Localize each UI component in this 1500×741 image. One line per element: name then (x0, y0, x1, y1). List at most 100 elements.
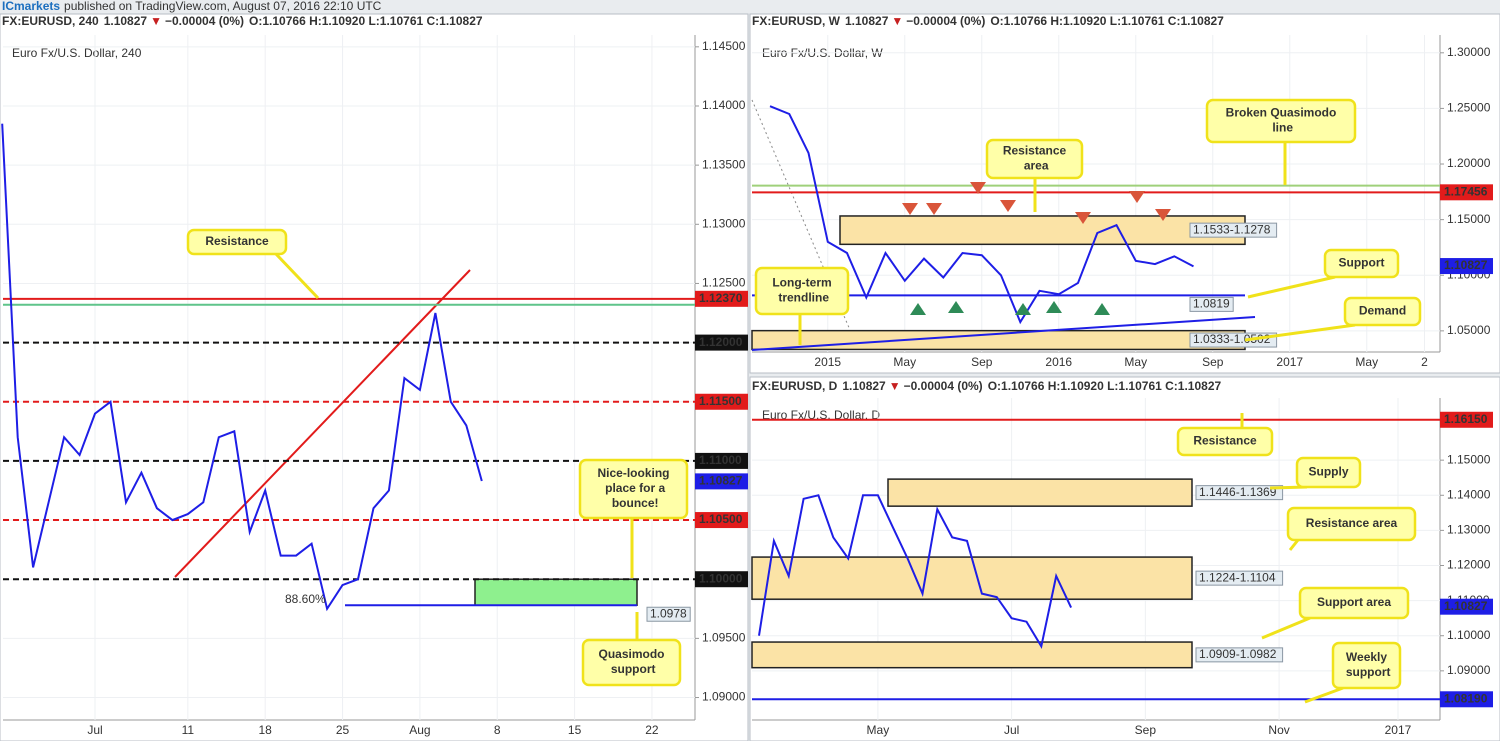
x-tick-label: 22 (645, 723, 659, 737)
callout-box (1343, 296, 1422, 327)
y-tick-label: 1.09000 (702, 690, 746, 704)
x-tick-label: 2017 (1276, 355, 1303, 369)
x-tick-label: Aug (409, 723, 430, 737)
callout-text: Supply (1308, 465, 1348, 479)
callout-pointer (1288, 539, 1300, 551)
price-line (769, 105, 1194, 325)
y-tick-label: 1.10000 (1447, 628, 1491, 642)
y-tick-label: 1.13500 (702, 157, 746, 171)
zone-label-box (1189, 332, 1278, 348)
axis-label: 1.16150 (1444, 412, 1488, 426)
axis-label-box (695, 393, 748, 410)
price-line (758, 494, 1073, 649)
x-tick-label: May (1124, 355, 1147, 369)
zone (474, 578, 638, 606)
zone (839, 215, 1246, 246)
callout-text: Support area (1317, 595, 1391, 609)
x-tick-label: 2016 (1045, 355, 1072, 369)
change: −0.00004 (0%) (904, 379, 983, 393)
zone-label: 1.0909-1.0982 (1199, 647, 1277, 661)
level-label: 1.0819 (1193, 297, 1230, 311)
y-tick-label: 1.12500 (702, 276, 746, 290)
callout-text: Resistance area (1003, 144, 1067, 173)
zone-label: 1.0333-1.0502 (1193, 332, 1271, 346)
x-tick-label: 25 (336, 723, 350, 737)
callout-box (186, 228, 288, 256)
marker-arrow (902, 203, 918, 215)
axis-label: 1.10000 (699, 571, 743, 585)
callout-pointer (1261, 616, 1311, 640)
last-price-label: 1.10827 (1444, 258, 1488, 272)
publisher: ICmarkets (2, 0, 60, 13)
last-price: 1.10827 (845, 14, 889, 28)
trendline (751, 316, 1256, 351)
callout-box (1286, 506, 1417, 542)
axis-label: 1.12370 (699, 291, 743, 305)
trendline (174, 269, 471, 578)
callout-box (1205, 98, 1357, 144)
callout-text: Weekly support (1343, 650, 1391, 679)
x-tick-label: 15 (568, 723, 582, 737)
axis-label-box (695, 290, 748, 307)
callout-text: Long-term trendline (772, 276, 831, 305)
callout-text: Nice-looking place for a bounce! (597, 466, 669, 510)
marker-arrow (1129, 191, 1145, 203)
symbol: FX:EURUSD, D (752, 379, 838, 393)
ohlc: O:1.10766 H:1.10920 L:1.10761 C:1.10827 (249, 14, 483, 28)
last-price: 1.10827 (842, 379, 886, 393)
x-tick-label: May (893, 355, 916, 369)
y-tick-label: 1.05000 (1447, 323, 1491, 337)
direction: ▼ (891, 14, 903, 28)
zone-label-box (1195, 570, 1284, 586)
y-tick-label: 1.15000 (1447, 452, 1491, 466)
axis-label-box (1440, 411, 1493, 428)
ohlc: O:1.10766 H:1.10920 L:1.10761 C:1.10827 (988, 379, 1222, 393)
x-tick-label: Sep (1135, 723, 1157, 737)
callout-text: Demand (1359, 304, 1406, 318)
zone-label: 1.1446-1.1369 (1199, 485, 1277, 499)
callout-box (1295, 456, 1362, 489)
y-tick-label: 1.14000 (702, 98, 746, 112)
last-price: 1.10827 (104, 14, 148, 28)
callout-box (754, 266, 850, 316)
chart-header: FX:EURUSD, 240 1.10827 ▼ −0.00004 (0%) O:1.1… (2, 14, 483, 28)
trendline (751, 99, 851, 331)
zone (887, 478, 1193, 507)
ohlc: O:1.10766 H:1.10920 L:1.10761 C:1.10827 (990, 14, 1224, 28)
axis-label: 1.17456 (1444, 184, 1488, 198)
zone-label: 1.1533-1.1278 (1193, 222, 1271, 236)
zone-label-box (1189, 222, 1278, 238)
callout-box (1323, 248, 1400, 279)
callout-pointer (1304, 686, 1344, 704)
callout-pointer (274, 252, 320, 300)
y-tick-label: 1.20000 (1447, 156, 1491, 170)
y-tick-label: 1.13000 (1447, 523, 1491, 537)
marker-arrow (970, 182, 986, 194)
x-tick-label: May (867, 723, 890, 737)
x-tick-label: Jul (1004, 723, 1019, 737)
x-tick-label: 2 (1421, 355, 1428, 369)
axis-label-box (1440, 184, 1493, 201)
x-tick-label: 8 (494, 723, 501, 737)
direction: ▼ (889, 379, 901, 393)
callout-box (581, 638, 682, 687)
last-price-box (1440, 258, 1493, 275)
axis-label-box (695, 512, 748, 529)
axis-label: 1.08190 (1444, 691, 1488, 705)
level-label-box (646, 606, 691, 622)
x-tick-label: May (1355, 355, 1378, 369)
marker-arrow (948, 301, 964, 313)
marker-arrow (1000, 200, 1016, 212)
y-tick-label: 1.25000 (1447, 101, 1491, 115)
callout-box (1176, 426, 1274, 457)
y-tick-label: 1.30000 (1447, 45, 1491, 59)
zone (751, 641, 1193, 669)
marker-arrow (926, 203, 942, 215)
y-tick-label: 1.14500 (702, 39, 746, 53)
axis-label-box (695, 571, 748, 588)
axis-label-box (695, 452, 748, 469)
y-tick-label: 1.14000 (1447, 487, 1491, 501)
y-tick-label: 1.09500 (702, 631, 746, 645)
marker-arrow (1075, 212, 1091, 224)
